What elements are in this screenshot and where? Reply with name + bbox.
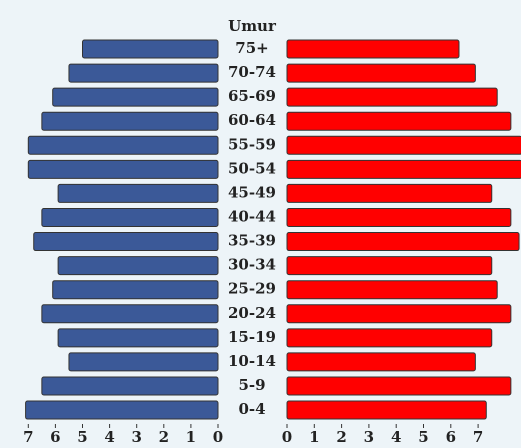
x-tick-label: 1 [186, 428, 196, 446]
bar [68, 63, 219, 83]
x-tick-label: 3 [364, 428, 374, 446]
bar [82, 39, 219, 59]
bar [41, 207, 219, 227]
x-tick-label: 3 [131, 428, 141, 446]
category-label: 25-29 [228, 280, 276, 298]
x-tick-label: 4 [104, 428, 114, 446]
bar [286, 63, 476, 83]
bar [286, 39, 460, 59]
bar [57, 183, 219, 203]
bar [286, 328, 493, 348]
bar [286, 87, 498, 107]
category-label: 35-39 [228, 232, 276, 250]
bar [41, 376, 219, 396]
category-label: 5-9 [238, 376, 265, 394]
category-label: 70-74 [228, 63, 276, 81]
bar [68, 352, 219, 372]
bar [57, 328, 219, 348]
x-tick-label: 6 [446, 428, 456, 446]
category-label: 55-59 [228, 135, 276, 153]
x-tick-label: 1 [309, 428, 319, 446]
category-label: 10-14 [228, 352, 276, 370]
bar [286, 111, 512, 131]
bar [286, 207, 512, 227]
bar [286, 183, 493, 203]
category-label: 60-64 [228, 111, 276, 129]
x-tick-label: 0 [213, 428, 223, 446]
category-label: 0-4 [238, 400, 265, 418]
x-tick-label: 2 [336, 428, 346, 446]
category-label: 30-34 [228, 256, 276, 274]
bar [33, 232, 219, 252]
bar [286, 232, 520, 252]
x-tick-label: 5 [418, 428, 428, 446]
bar [286, 304, 512, 324]
bar [286, 376, 512, 396]
bar [286, 159, 521, 179]
bar [27, 159, 219, 179]
x-tick-label: 7 [23, 428, 33, 446]
category-label: 65-69 [228, 87, 276, 105]
bar [52, 87, 219, 107]
bar [57, 256, 219, 276]
bar [27, 135, 219, 155]
category-label: 50-54 [228, 159, 276, 177]
category-label: 45-49 [228, 183, 276, 201]
x-tick-label: 4 [391, 428, 401, 446]
category-label: 20-24 [228, 304, 276, 322]
chart-title: Umur [228, 17, 277, 35]
bar [52, 280, 219, 300]
x-tick-label: 6 [50, 428, 60, 446]
x-tick-label: 7 [473, 428, 483, 446]
bar [286, 280, 498, 300]
category-label: 15-19 [228, 328, 276, 346]
bar [286, 400, 487, 420]
bar [41, 304, 219, 324]
bar [41, 111, 219, 131]
bar [25, 400, 219, 420]
x-tick-label: 5 [77, 428, 87, 446]
x-tick-label: 0 [282, 428, 292, 446]
bar [286, 256, 493, 276]
category-label: 75+ [235, 39, 268, 57]
x-tick-label: 2 [159, 428, 169, 446]
bar [286, 135, 521, 155]
bar [286, 352, 476, 372]
category-label: 40-44 [228, 207, 276, 225]
